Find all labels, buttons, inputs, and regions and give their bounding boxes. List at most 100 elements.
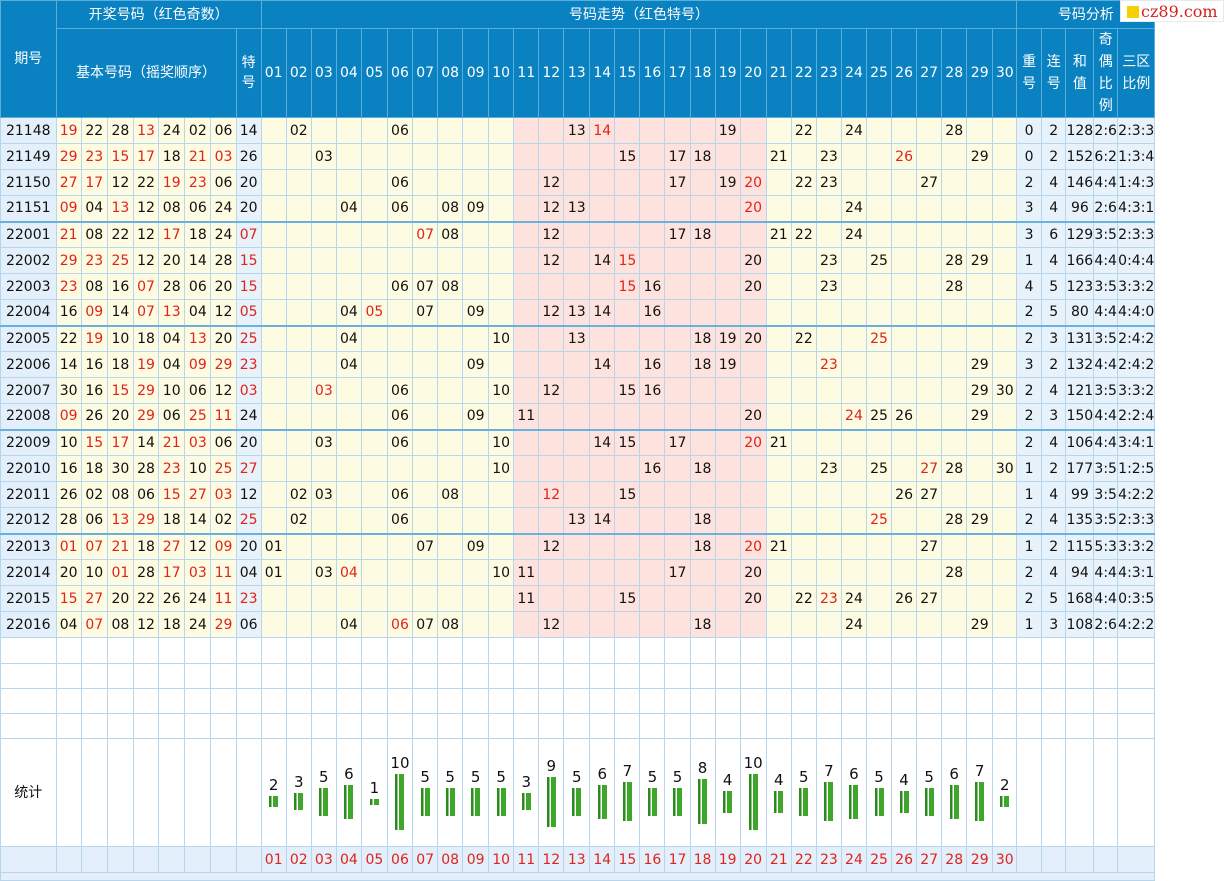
trend-cell xyxy=(437,507,464,535)
trend-cell xyxy=(739,455,767,482)
trend-cell xyxy=(335,429,362,456)
trend-cell xyxy=(916,247,943,274)
axis-tick-label: 05 xyxy=(360,846,388,873)
trend-cell xyxy=(815,533,842,560)
stat-bar xyxy=(975,782,985,821)
trend-cell xyxy=(992,559,1018,586)
trend-cell: 12 xyxy=(538,299,565,327)
stat-bar-cell: 6 xyxy=(335,738,362,847)
trend-cell xyxy=(488,403,515,431)
trend-cell xyxy=(865,351,893,378)
trend-cell xyxy=(260,403,287,431)
trend-cell xyxy=(462,325,490,352)
analysis-sum-cell: 129 xyxy=(1065,221,1095,248)
stat-bar-cell: 4 xyxy=(714,738,741,847)
trend-cell xyxy=(488,533,515,560)
trend-cell xyxy=(739,377,767,404)
number-column-08: 08 xyxy=(437,28,464,118)
axis-tick-label: 30 xyxy=(992,846,1018,873)
ball-cell: 06 xyxy=(158,403,186,431)
trend-cell: 12 xyxy=(538,221,565,248)
trend-cell: 21 xyxy=(765,221,792,248)
trend-cell xyxy=(538,403,565,431)
stat-bar xyxy=(445,787,455,816)
trend-cell xyxy=(639,221,666,248)
trend-cell: 12 xyxy=(538,533,565,560)
trend-cell: 06 xyxy=(386,507,414,535)
analysis-zone-cell: 4:3:1 xyxy=(1117,559,1156,586)
ball-cell: 16 xyxy=(55,455,82,482)
analysis-oddeven-cell: 3:5 xyxy=(1093,325,1119,352)
analysis-oddeven-cell: 6:2 xyxy=(1093,143,1119,170)
trend-cell xyxy=(941,325,968,352)
period-cell: 22014 xyxy=(0,559,57,586)
ball-cell: 18 xyxy=(132,533,160,560)
trend-cell xyxy=(513,611,540,638)
trend-cell: 14 xyxy=(589,117,616,144)
trend-cell: 13 xyxy=(563,325,591,352)
ball-cell: 10 xyxy=(158,377,186,404)
trend-cell: 10 xyxy=(488,325,515,352)
trend-cell xyxy=(437,325,464,352)
axis-tick-label: 18 xyxy=(689,846,716,873)
trend-cell: 03 xyxy=(310,429,337,456)
trend-cell: 07 xyxy=(412,533,439,560)
stat-bar-cell: 2 xyxy=(260,738,287,847)
logo-square-icon xyxy=(1127,6,1139,18)
ball-cell: 29 xyxy=(210,351,237,378)
ball-cell: 25 xyxy=(106,247,134,274)
trend-cell xyxy=(992,221,1018,248)
trend-cell xyxy=(891,169,918,196)
trend-cell: 23 xyxy=(815,247,842,274)
trend-cell xyxy=(664,377,691,404)
trend-cell: 20 xyxy=(739,325,767,352)
trend-cell xyxy=(437,533,464,560)
trend-cell: 08 xyxy=(437,611,464,638)
special-cell: 23 xyxy=(235,351,262,378)
trend-cell xyxy=(916,507,943,535)
period-cell: 21150 xyxy=(0,169,57,196)
trend-cell xyxy=(689,559,716,586)
trend-cell xyxy=(941,195,968,223)
trend-cell xyxy=(689,169,716,196)
trend-cell xyxy=(335,481,362,508)
analysis-sum-cell: 80 xyxy=(1065,299,1095,327)
trend-cell: 17 xyxy=(664,143,691,170)
trend-cell xyxy=(992,273,1018,300)
stat-bar xyxy=(597,784,607,819)
trend-cell: 27 xyxy=(916,481,943,508)
trend-cell xyxy=(260,585,287,612)
analysis-consec-cell: 5 xyxy=(1040,299,1067,327)
trend-cell xyxy=(765,507,792,535)
analysis-sum-cell: 94 xyxy=(1065,559,1095,586)
stat-bar-value: 5 xyxy=(319,767,329,786)
axis-tick-label: 15 xyxy=(614,846,641,873)
trend-cell xyxy=(513,221,540,248)
special-cell: 26 xyxy=(235,143,262,170)
analysis-zone-cell: 3:3:2 xyxy=(1117,377,1156,404)
analysis-oddeven-cell: 2:6 xyxy=(1093,611,1119,638)
number-column-04: 04 xyxy=(335,28,362,118)
ball-cell: 16 xyxy=(80,377,108,404)
ball-cell: 01 xyxy=(55,533,82,560)
trend-cell xyxy=(360,169,388,196)
number-column-16: 16 xyxy=(639,28,666,118)
trend-cell xyxy=(437,247,464,274)
trend-cell xyxy=(992,143,1018,170)
ball-cell: 19 xyxy=(132,351,160,378)
trend-cell xyxy=(614,325,641,352)
trend-cell xyxy=(285,559,312,586)
special-cell: 25 xyxy=(235,325,262,352)
trend-cell xyxy=(865,117,893,144)
trend-cell xyxy=(513,299,540,327)
special-cell: 20 xyxy=(235,169,262,196)
analysis-col-0: 重号 xyxy=(1016,28,1042,118)
trend-cell: 24 xyxy=(840,585,867,612)
trend-cell xyxy=(689,195,716,223)
analysis-consec-cell: 3 xyxy=(1040,611,1067,638)
trend-cell xyxy=(310,533,337,560)
trend-cell: 20 xyxy=(739,533,767,560)
ball-cell: 03 xyxy=(210,481,237,508)
trend-cell xyxy=(563,455,591,482)
